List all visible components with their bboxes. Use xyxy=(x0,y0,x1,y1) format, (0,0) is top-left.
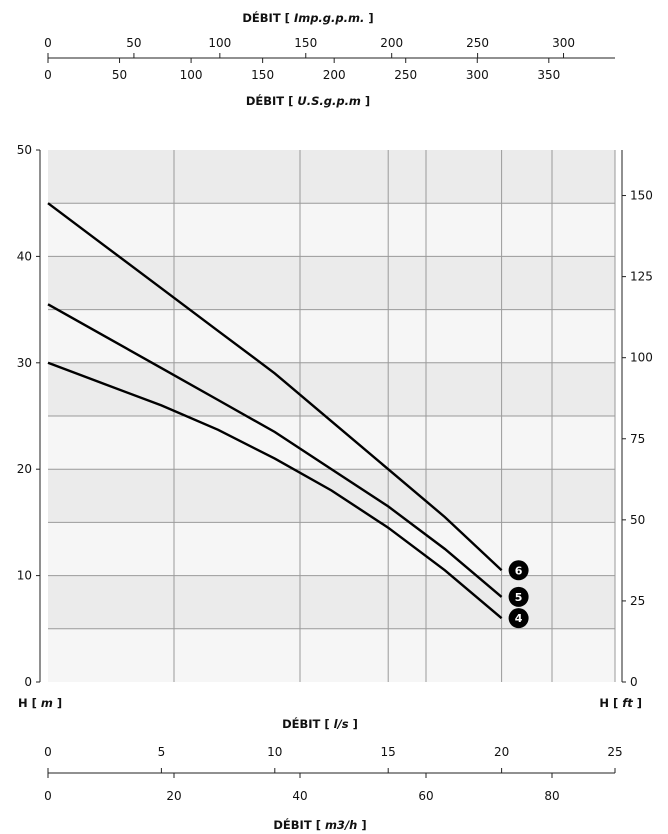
right-axis-title-text: H xyxy=(599,696,609,710)
top-imp-tick-label: 100 xyxy=(208,36,231,50)
top-axis-open-bracket: [ xyxy=(281,11,294,25)
badge-label-5: 5 xyxy=(515,591,523,604)
top-axis-unit: Imp.g.p.m. xyxy=(294,11,364,25)
right-axis-open-bracket: [ xyxy=(609,696,622,710)
top-us-tick-label: 0 xyxy=(44,68,52,82)
bottom-m3h-tick-label: 80 xyxy=(544,789,559,803)
band xyxy=(48,575,615,629)
curves xyxy=(47,202,503,620)
bottom-ls-tick-label: 10 xyxy=(267,745,282,759)
badge-label-6: 6 xyxy=(515,564,523,577)
left-tick-label: 0 xyxy=(24,675,32,689)
curve-4 xyxy=(47,361,503,620)
curve-6 xyxy=(47,202,503,572)
top-axis-title: DÉBIT [ Imp.g.p.m. ] xyxy=(242,10,373,25)
us-axis-open-bracket: [ xyxy=(284,94,297,108)
right-tick-label: 50 xyxy=(630,513,645,527)
top-imp-tick-label: 250 xyxy=(466,36,489,50)
top-imp-tick-label: 200 xyxy=(380,36,403,50)
us-axis-title-text: DÉBIT xyxy=(246,93,284,108)
m3h-axis-open-bracket: [ xyxy=(312,818,325,832)
ls-axis-open-bracket: [ xyxy=(320,717,333,731)
bottom-m3h-tick-label: 40 xyxy=(292,789,307,803)
bottom-ls-tick-label: 15 xyxy=(381,745,396,759)
us-axis-unit: U.S.g.p.m xyxy=(297,94,361,108)
right-axis-close-bracket: ] xyxy=(633,696,642,710)
ls-axis-unit: l/s xyxy=(334,717,349,731)
top-axis-title-text: DÉBIT xyxy=(242,10,280,25)
left-axis-close-bracket: ] xyxy=(53,696,62,710)
left-axis-unit: m xyxy=(41,696,53,710)
right-tick-label: 0 xyxy=(630,675,638,689)
ls-axis-title-text: DÉBIT xyxy=(282,716,320,731)
badge-circle-6 xyxy=(508,560,529,581)
band xyxy=(48,362,615,416)
bottom-ls-tick-label: 25 xyxy=(607,745,622,759)
top-us-tick-label: 300 xyxy=(466,68,489,82)
left-tick-label: 40 xyxy=(17,249,32,263)
left-axis-open-bracket: [ xyxy=(28,696,41,710)
left-axis-title-text: H xyxy=(18,696,28,710)
us-axis-title: DÉBIT [ U.S.g.p.m ] xyxy=(246,93,370,108)
right-tick-label: 100 xyxy=(630,351,653,365)
m3h-axis-title: DÉBIT [ m3/h ] xyxy=(273,817,366,832)
ls-axis-close-bracket: ] xyxy=(349,717,358,731)
band xyxy=(48,256,615,310)
left-tick-label: 50 xyxy=(17,143,32,157)
grid-lines xyxy=(48,150,616,682)
left-axis-title: H [ m ] xyxy=(18,696,62,710)
right-tick-label: 125 xyxy=(630,270,653,284)
band xyxy=(48,150,615,204)
right-axis-title: H [ ft ] xyxy=(599,696,642,710)
top-us-tick-label: 50 xyxy=(112,68,127,82)
bottom-m3h-tick-label: 60 xyxy=(418,789,433,803)
top-us-tick-label: 150 xyxy=(251,68,274,82)
left-tick-label: 10 xyxy=(17,569,32,583)
us-axis-close-bracket: ] xyxy=(361,94,370,108)
right-tick-label: 150 xyxy=(630,189,653,203)
top-us-tick-label: 350 xyxy=(537,68,560,82)
badge-circle-5 xyxy=(508,586,529,607)
top-us-tick-label: 250 xyxy=(394,68,417,82)
curve-badges: 6 5 4 xyxy=(508,560,529,629)
top-us-tick-label: 100 xyxy=(180,68,203,82)
badge-label-4: 4 xyxy=(515,612,523,625)
bottom-ls-tick-label: 0 xyxy=(44,745,52,759)
right-tick-label: 75 xyxy=(630,432,645,446)
top-axis-close-bracket: ] xyxy=(364,11,373,25)
top-imp-tick-label: 50 xyxy=(126,36,141,50)
curve-5 xyxy=(47,303,503,598)
right-tick-label: 25 xyxy=(630,594,645,608)
ls-axis-title: DÉBIT [ l/s ] xyxy=(282,716,358,731)
bottom-ls-tick-label: 20 xyxy=(494,745,509,759)
bottom-ls-tick-label: 5 xyxy=(158,745,166,759)
m3h-axis-close-bracket: ] xyxy=(357,818,366,832)
left-tick-label: 30 xyxy=(17,356,32,370)
top-imp-tick-label: 150 xyxy=(294,36,317,50)
top-imp-tick-label: 300 xyxy=(552,36,575,50)
bottom-m3h-tick-label: 0 xyxy=(44,789,52,803)
right-axis-unit: ft xyxy=(622,696,633,710)
left-tick-label: 20 xyxy=(17,462,32,476)
band xyxy=(48,469,615,523)
bottom-m3h-tick-label: 20 xyxy=(166,789,181,803)
top-us-tick-label: 200 xyxy=(323,68,346,82)
m3h-axis-unit: m3/h xyxy=(325,818,357,832)
badge-circle-4 xyxy=(508,608,529,629)
top-imp-tick-label: 0 xyxy=(44,36,52,50)
m3h-axis-title-text: DÉBIT xyxy=(273,817,311,832)
